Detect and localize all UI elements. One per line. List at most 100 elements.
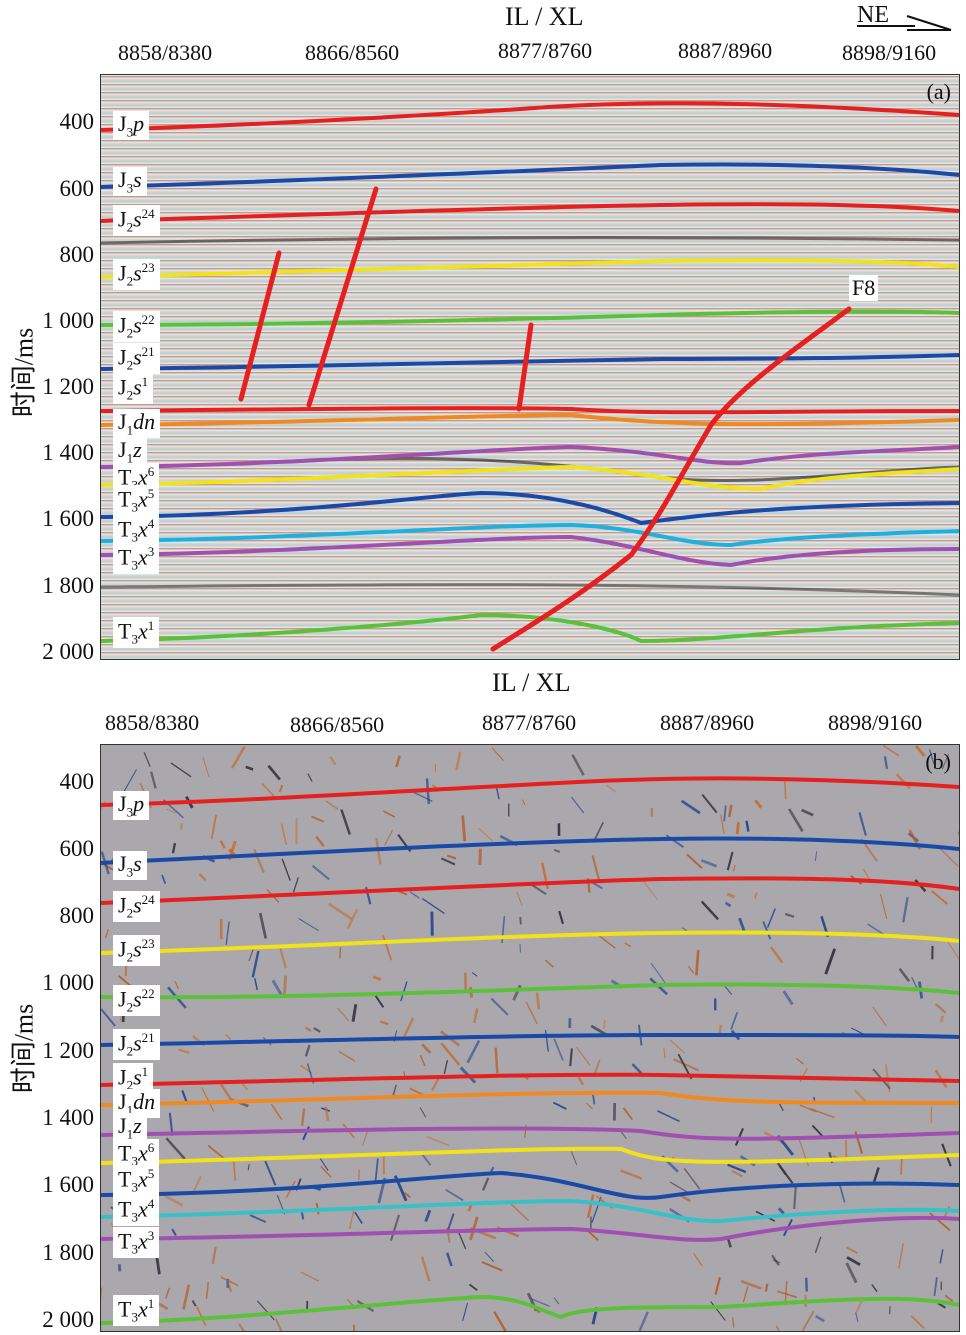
fracture-streak [123,769,137,793]
fracture-streak [895,773,911,790]
fracture-streak [846,1256,861,1266]
fracture-streak [558,910,564,925]
fracture-streak [477,827,494,842]
fracture-streak [784,912,795,918]
fracture-streak [320,1165,332,1178]
horizon-label: J1dn [113,409,161,439]
fracture-streak [602,1019,606,1029]
fracture-streak [219,840,226,849]
fracture-streak [220,1276,239,1287]
fracture-streaks [101,745,959,1331]
fracture-streak [220,1083,233,1102]
fracture-streak [673,1058,700,1072]
fracture-streak [793,1184,798,1210]
fracture-streak [718,1024,722,1035]
fracture-streak [232,1159,236,1181]
y-tick-b-1: 600 [59,836,95,861]
fracture-streak [510,1203,530,1222]
attribute-section-panel-b: (b) J3p J3s J2s24 J2s23 J2s22 J2s21 J2s1 J1dn J1… [100,744,960,1332]
horizon-line [101,522,959,548]
fracture-streak [764,1283,769,1292]
fracture-streak [591,855,601,881]
fracture-streak [469,1216,479,1241]
horizon-label: J2s21 [113,343,160,374]
fracture-streak [336,1007,350,1022]
fracture-streak [424,1209,432,1223]
fracture-streak [328,902,353,921]
fracture-streak [888,1306,891,1315]
fracture-streak [710,1301,726,1321]
fracture-attribute-section [101,745,959,1331]
y-tick-a-8: 2 000 [42,639,94,664]
x-tick-a-1: 8866/8560 [305,40,400,65]
fracture-streak [686,853,703,869]
fracture-streak [873,1167,880,1182]
fracture-streak [766,908,776,928]
y-tick-b-7: 1 800 [42,1240,94,1265]
fracture-streak [282,975,288,997]
fracture-streak [445,1188,464,1202]
fracture-streak [900,1158,903,1175]
x-tick-a-2: 8877/8760 [498,38,593,63]
fracture-streak [700,900,719,921]
fracture-streak [591,1196,602,1223]
horizon-line [101,612,959,644]
horizon-label: J3s [113,167,147,197]
fracture-streak [700,859,718,868]
compass-label: NE [857,2,889,28]
fracture-streak [274,1318,283,1331]
fracture-streak [732,1317,735,1328]
fracture-streak [171,842,177,854]
x-axis-title-a: IL / XL [505,2,584,31]
x-tick-b-3: 8887/8960 [660,710,755,735]
fracture-streak [420,1256,431,1282]
fracture-streak [225,921,230,945]
fracture-streak [571,796,585,814]
fracture-streak [883,756,889,770]
x-tick-a-3: 8887/8960 [678,38,773,63]
fracture-streak [446,1213,455,1231]
fracture-streak [862,868,871,881]
horizon-line [101,202,959,223]
fracture-streak [278,784,284,793]
fracture-streak [525,1001,538,1025]
fracture-streak [727,804,733,818]
fracture-streak [522,799,526,806]
fracture-streak [279,947,287,969]
fracture-streak [201,1087,215,1113]
fracture-streak [801,808,814,817]
fracture-streak [879,893,888,920]
fracture-streak [181,1090,188,1104]
y-tick-a-1: 600 [59,176,95,201]
fracture-streak [468,1283,478,1291]
fracture-streak [493,1311,507,1331]
fracture-streak [304,1044,311,1057]
fracture-streak [531,1298,550,1307]
panel-tag-b: (b) [925,749,951,774]
fracture-streak [207,1144,226,1160]
fracture-streak [315,835,325,848]
fracture-streak [165,1137,186,1160]
fracture-streak [165,1287,171,1299]
fracture-streak [882,745,900,757]
horizon-line [101,1215,959,1242]
fracture-streak [311,864,330,881]
fracture-streak [727,1163,747,1174]
fracture-streak [419,1107,427,1118]
horizon-line [101,876,959,905]
fracture-streak [225,1034,232,1041]
fracture-streak [404,1191,411,1199]
fracture-streak [182,1284,191,1310]
compass-ne: NE [855,2,955,32]
fracture-streak [210,814,218,840]
fault-label-f8: F8 [849,275,879,301]
fracture-streak [553,849,561,853]
y-tick-b-6: 1 600 [42,1172,94,1197]
x-tick-b-4: 8898/9160 [828,710,923,735]
fracture-streak [478,848,482,866]
horizon-line [101,353,959,371]
fracture-streak [624,942,632,948]
fracture-streak [622,1107,634,1121]
x-axis-title-b: IL / XL [492,668,571,697]
fracture-streak [898,1243,905,1269]
